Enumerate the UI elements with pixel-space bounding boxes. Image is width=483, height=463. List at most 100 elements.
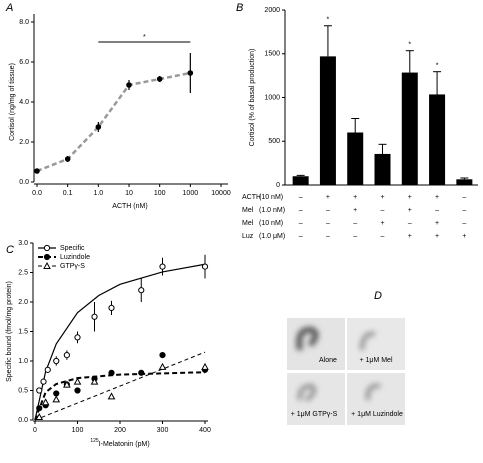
condition-label: Luz xyxy=(242,233,254,240)
y-tick-label: 1000 xyxy=(264,94,280,101)
x-tick-label: 400 xyxy=(199,427,211,434)
panel-label: B xyxy=(236,2,243,14)
legend-label: Specific xyxy=(60,245,85,252)
data-point xyxy=(36,387,43,394)
panel-label: D xyxy=(374,290,382,302)
data-point xyxy=(40,378,47,385)
condition-sign: – xyxy=(353,220,357,227)
condition-sign: + xyxy=(380,220,384,227)
data-point xyxy=(108,304,115,311)
fit-line xyxy=(34,263,206,421)
bar xyxy=(429,94,446,185)
data-point xyxy=(159,263,166,270)
blot-spot xyxy=(297,383,316,402)
condition-sign: – xyxy=(299,233,303,240)
blot xyxy=(347,373,405,425)
data-point xyxy=(95,124,102,130)
y-tick-label: 0 xyxy=(276,182,280,189)
data-point xyxy=(63,380,71,388)
bar xyxy=(347,132,364,185)
blot xyxy=(287,373,345,425)
data-point xyxy=(64,156,71,162)
data-point xyxy=(53,357,60,365)
x-tick-label: 100 xyxy=(154,190,166,197)
condition-sign: – xyxy=(326,220,330,227)
blot-label: + 1μM Luzindole xyxy=(351,411,403,418)
condition-sign: – xyxy=(299,194,303,201)
legend-marker xyxy=(43,253,51,261)
y-tick-label: 8.0 xyxy=(19,19,29,26)
x-tick-label: 10 xyxy=(125,190,133,197)
condition-sign: – xyxy=(353,233,357,240)
data-point xyxy=(44,366,51,373)
fit-line xyxy=(34,371,206,421)
data-point xyxy=(90,377,99,385)
legend-marker xyxy=(43,244,51,252)
condition-dose: (1.0 nM) xyxy=(259,207,285,214)
data-point xyxy=(187,70,194,76)
y-axis-label: Cortisol (% of basal production) xyxy=(249,49,256,147)
condition-sign: + xyxy=(435,220,439,227)
condition-sign: – xyxy=(435,207,439,214)
data-point xyxy=(63,352,70,359)
condition-sign: + xyxy=(462,233,466,240)
condition-sign: – xyxy=(326,233,330,240)
condition-label: Mel xyxy=(242,220,254,227)
data-point xyxy=(201,263,209,270)
condition-label: ACTH xyxy=(242,194,261,201)
y-tick-label: 2.0 xyxy=(18,299,28,306)
x-tick-label: 1000 xyxy=(183,190,199,197)
condition-dose: (1.0 μM) xyxy=(259,233,285,240)
condition-sign: – xyxy=(462,207,466,214)
condition-sign: – xyxy=(462,220,466,227)
condition-sign: + xyxy=(326,194,330,201)
condition-sign: + xyxy=(353,194,357,201)
x-tick-label: 0.0 xyxy=(32,190,42,197)
data-point xyxy=(41,398,50,406)
y-tick-label: 2000 xyxy=(264,7,280,14)
condition-sign: – xyxy=(462,194,466,201)
y-tick-label: 1500 xyxy=(264,51,280,58)
data-point xyxy=(158,362,167,370)
x-tick-label: 300 xyxy=(157,427,169,434)
data-point xyxy=(74,334,81,341)
data-point xyxy=(52,395,61,403)
x-tick-label: 0 xyxy=(33,427,37,434)
data-point xyxy=(34,168,40,174)
condition-label: Mel xyxy=(242,207,254,214)
blot-images xyxy=(287,318,405,425)
legend-label: GTPγ-S xyxy=(60,263,85,270)
value-label: * xyxy=(327,17,330,24)
x-tick-label: 1.0 xyxy=(93,190,103,197)
condition-sign: – xyxy=(326,207,330,214)
y-tick-label: 500 xyxy=(268,138,280,145)
condition-sign: + xyxy=(408,207,412,214)
panel-label: A xyxy=(5,2,13,14)
y-tick-label: 1.0 xyxy=(18,358,28,365)
fit-line xyxy=(34,351,206,421)
x-tick-label: 100 xyxy=(72,427,84,434)
blot-spot xyxy=(296,326,319,351)
blot-spot xyxy=(360,331,376,351)
condition-sign: – xyxy=(408,220,412,227)
data-point xyxy=(36,405,43,412)
x-tick-label: 0.1 xyxy=(63,190,73,197)
x-axis-label: ACTH (nM) xyxy=(112,203,147,210)
data-point xyxy=(159,352,166,359)
y-axis-label: Specific bound (fmol/mg protein) xyxy=(6,281,13,382)
y-tick-label: 0.0 xyxy=(19,179,29,186)
condition-sign: + xyxy=(435,233,439,240)
condition-sign: – xyxy=(381,207,385,214)
data-point xyxy=(138,369,145,376)
data-point xyxy=(91,313,98,320)
bar xyxy=(401,72,418,185)
y-tick-label: 4.0 xyxy=(19,99,29,106)
data-point xyxy=(53,390,60,397)
data-line xyxy=(36,71,191,173)
value-label: * xyxy=(408,42,411,49)
data-point xyxy=(35,413,44,421)
condition-sign: – xyxy=(299,220,303,227)
bar xyxy=(374,153,391,185)
condition-sign: – xyxy=(381,233,385,240)
